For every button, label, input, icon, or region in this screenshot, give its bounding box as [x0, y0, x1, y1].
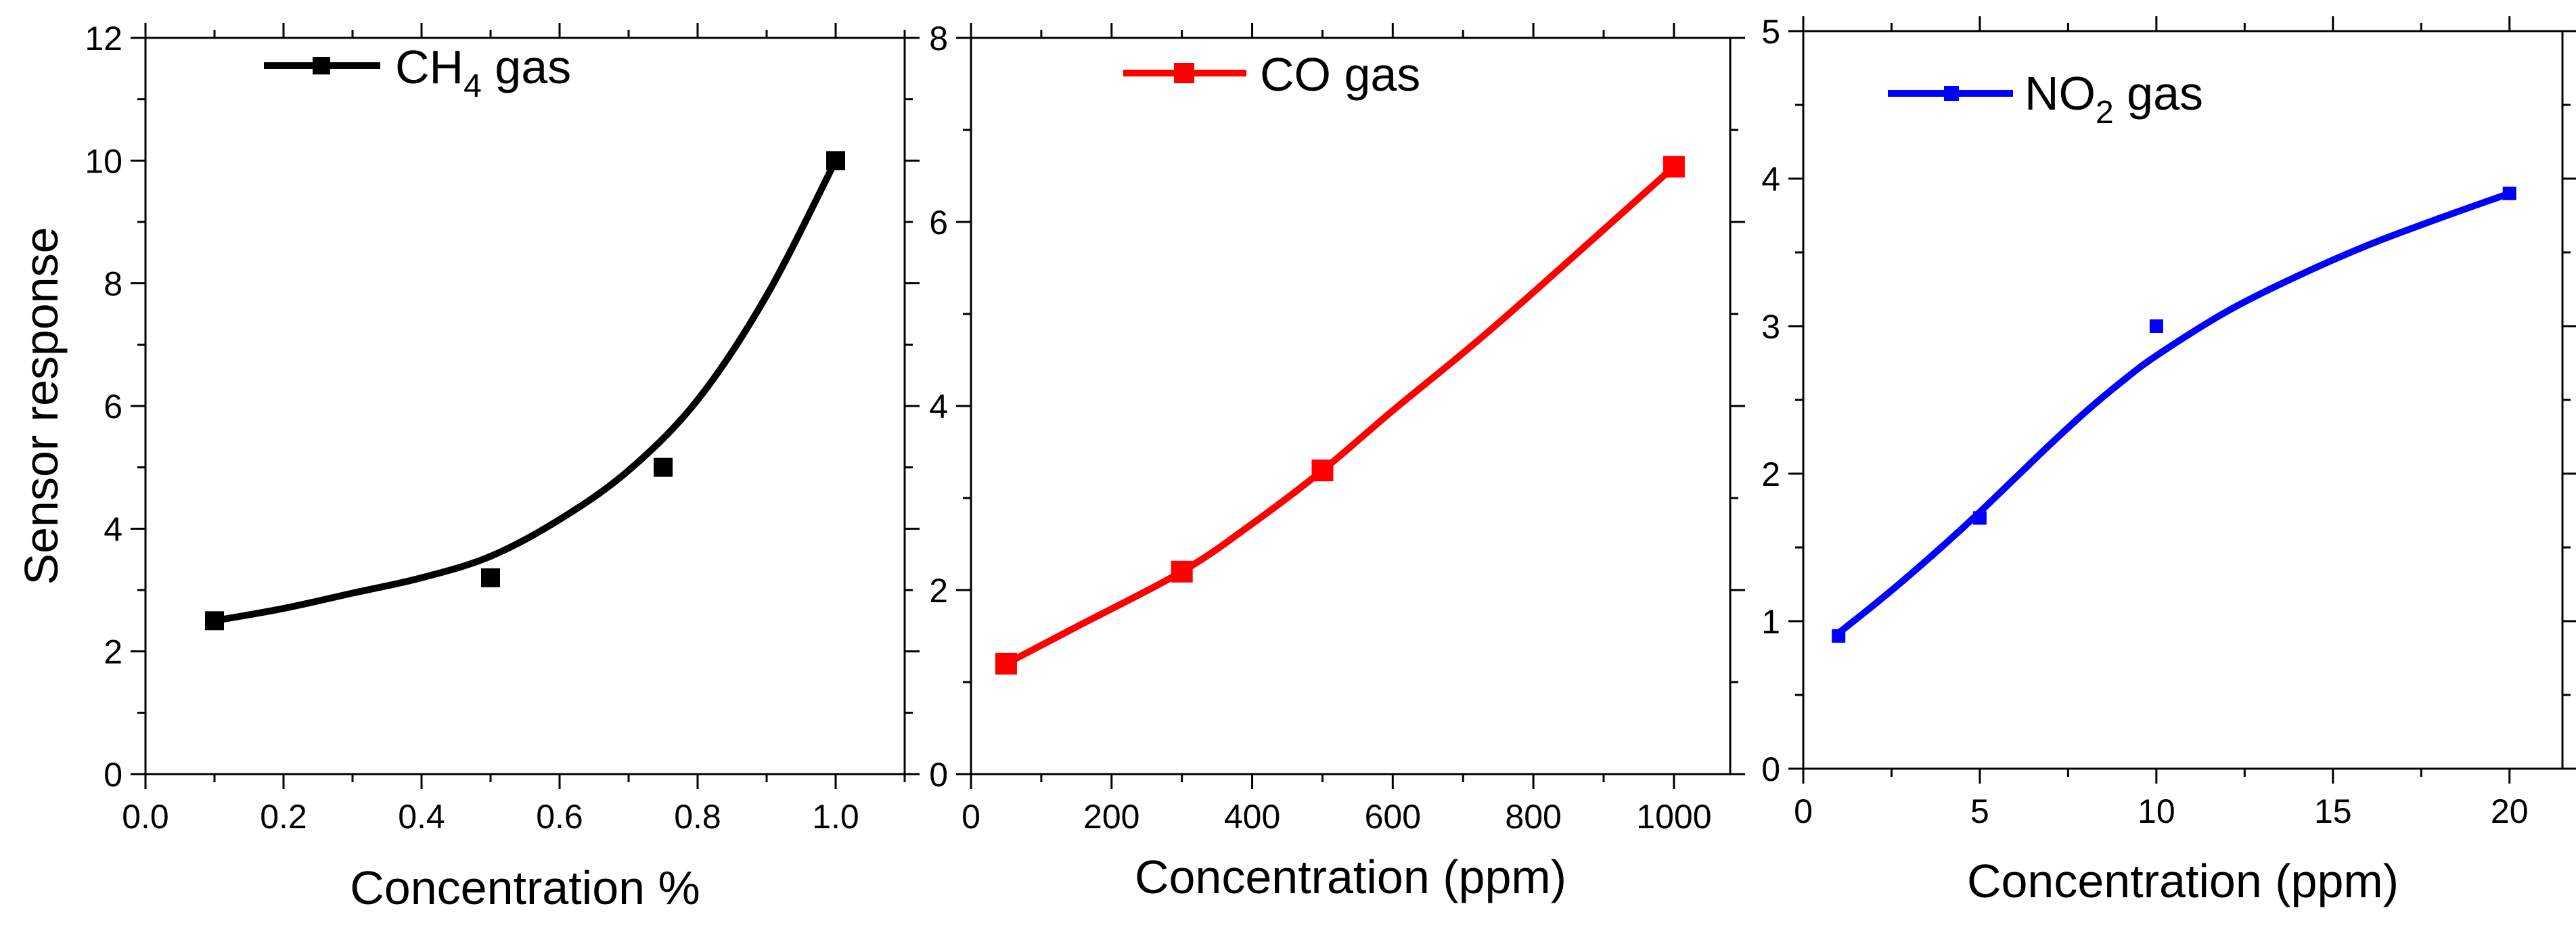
x-tick-label-ch4-0_6: 0.6 — [536, 798, 583, 836]
x-tick-label-no2-20: 20 — [2491, 792, 2529, 830]
x-tick-label-no2-5: 5 — [1970, 792, 1989, 830]
x-tick-label-co-0: 0 — [962, 798, 980, 836]
legend-label-ch4-subscript: 4 — [464, 68, 482, 104]
x-tick-label-co-200: 200 — [1083, 798, 1139, 836]
data-point-co-1 — [1171, 560, 1193, 583]
x-tick-label-no2-15: 15 — [2314, 792, 2352, 830]
legend-marker-co — [1174, 63, 1194, 83]
legend-label-no2-main: NO — [2025, 67, 2096, 120]
legend-label-co-suffix: gas — [1331, 48, 1420, 101]
legend-label-ch4: CH4 gas — [395, 41, 571, 104]
y-tick-label-ch4-8: 8 — [104, 265, 122, 303]
data-point-co-2 — [1311, 459, 1334, 482]
data-point-no2-1 — [1972, 511, 1987, 525]
y-tick-label-no2-2: 2 — [1761, 455, 1780, 493]
x-axis-title-no2: Concentration (ppm) — [1967, 855, 2399, 907]
y-tick-label-ch4-10: 10 — [85, 142, 122, 180]
y-tick-label-no2-1: 1 — [1761, 603, 1780, 641]
fit-line-co — [1002, 163, 1677, 667]
legend-label-co: CO gas — [1260, 48, 1420, 101]
y-tick-label-ch4-2: 2 — [104, 633, 122, 671]
data-point-no2-0 — [1832, 629, 1846, 643]
data-point-ch4-1 — [481, 568, 500, 587]
fit-line-ch4 — [211, 157, 839, 625]
legend-marker-ch4 — [313, 57, 330, 74]
legend-ch4: CH4 gas — [264, 41, 571, 104]
legend-co: CO gas — [1123, 48, 1420, 101]
data-point-co-0 — [995, 652, 1017, 675]
x-tick-label-co-1000: 1000 — [1636, 798, 1711, 836]
legend-label-no2: NO2 gas — [2025, 67, 2203, 131]
fit-ch4 — [211, 157, 839, 625]
y-tick-label-no2-3: 3 — [1761, 308, 1780, 346]
legend-label-no2-suffix: gas — [2114, 67, 2203, 120]
x-tick-label-ch4-0: 0.0 — [122, 798, 169, 836]
data-point-ch4-2 — [654, 457, 673, 477]
x-tick-label-no2-10: 10 — [2138, 792, 2175, 830]
legend-label-no2-subscript: 2 — [2096, 95, 2114, 131]
legend-marker-no2 — [1944, 86, 1959, 101]
y-tick-label-no2-0: 0 — [1761, 750, 1780, 788]
x-tick-label-ch4-0_8: 0.8 — [674, 798, 721, 836]
x-tick-label-ch4-1: 1.0 — [812, 798, 859, 836]
y-tick-label-co-8: 8 — [929, 20, 948, 58]
fit-no2 — [1835, 189, 2513, 637]
y-tick-label-ch4-4: 4 — [104, 510, 122, 548]
data-point-ch4-3 — [826, 151, 845, 171]
x-tick-label-no2-0: 0 — [1794, 792, 1813, 830]
x-axis-title-ch4: Concentration % — [350, 861, 700, 914]
y-tick-label-no2-5: 5 — [1761, 13, 1780, 51]
y-tick-label-co-2: 2 — [929, 572, 948, 610]
x-tick-label-co-600: 600 — [1365, 798, 1421, 836]
legend-label-ch4-suffix: gas — [482, 41, 571, 93]
data-point-ch4-0 — [205, 611, 224, 631]
y-tick-label-ch4-12: 12 — [85, 20, 122, 58]
legend-no2: NO2 gas — [1888, 67, 2203, 131]
plot-frame-ch4 — [144, 37, 906, 775]
data-point-no2-2 — [2149, 319, 2163, 333]
points-ch4 — [205, 151, 845, 631]
y-tick-label-co-0: 0 — [929, 756, 948, 794]
data-point-no2-3 — [2502, 186, 2516, 200]
ticks-co: 0 200 400 600 800 1000 0 2 4 6 8 — [929, 20, 1745, 836]
points-no2 — [1832, 186, 2516, 643]
fit-co — [1002, 163, 1677, 667]
fit-line-no2 — [1835, 189, 2513, 637]
points-co — [995, 156, 1685, 675]
x-tick-label-co-400: 400 — [1224, 798, 1280, 836]
y-axis-title-ch4: Sensor response — [15, 227, 68, 585]
plot-frame-co — [970, 37, 1732, 775]
y-tick-label-co-6: 6 — [929, 204, 948, 242]
x-tick-label-ch4-0_4: 0.4 — [398, 798, 445, 836]
y-tick-label-ch4-0: 0 — [104, 756, 122, 794]
x-axis-title-co: Concentration (ppm) — [1135, 851, 1566, 903]
x-tick-label-co-800: 800 — [1505, 798, 1561, 836]
legend-label-ch4-main: CH — [395, 41, 464, 93]
y-tick-label-co-4: 4 — [929, 388, 948, 426]
ticks-no2: 0 5 10 15 20 0 1 2 3 4 5 — [1761, 13, 2576, 830]
ticks-ch4: 0.0 0.2 0.4 0.6 0.8 1.0 0 2 4 6 8 10 12 — [85, 20, 920, 836]
y-tick-label-ch4-6: 6 — [104, 388, 122, 426]
panel-co: 0 200 400 600 800 1000 0 2 4 6 8 CO gas Concentrat… — [929, 20, 1745, 903]
data-point-co-3 — [1663, 156, 1685, 178]
legend-label-co-main: CO — [1260, 48, 1331, 101]
y-tick-label-no2-4: 4 — [1761, 160, 1780, 198]
plot-frame-no2 — [1802, 30, 2564, 770]
x-tick-label-ch4-0_2: 0.2 — [260, 798, 307, 836]
